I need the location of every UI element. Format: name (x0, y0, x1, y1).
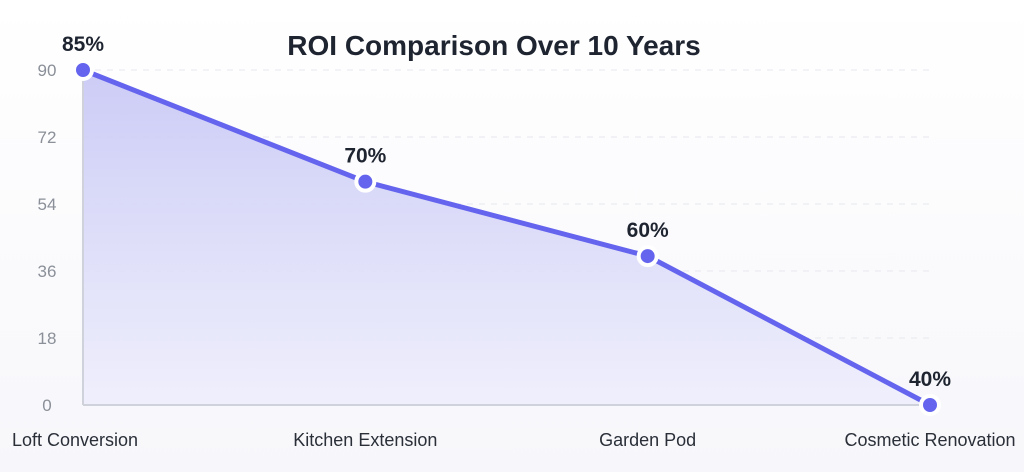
data-point (354, 170, 377, 193)
y-tick-label: 72 (38, 128, 57, 147)
y-tick-label: 18 (38, 329, 57, 348)
y-tick-label: 54 (38, 195, 57, 214)
series-line (80, 67, 933, 408)
x-axis-categories: Loft Conversion Kitchen Extension Garden P… (12, 430, 1016, 450)
data-point (919, 394, 941, 416)
y-tick-label: 0 (42, 396, 51, 415)
chart-title: ROI Comparison Over 10 Years (287, 30, 700, 61)
data-points (72, 59, 941, 416)
data-label: 70% (344, 145, 386, 168)
x-category-label: Loft Conversion (12, 430, 138, 450)
data-point (72, 59, 94, 81)
x-category-label: Kitchen Extension (293, 430, 437, 450)
data-label: 60% (627, 219, 669, 242)
x-category-label: Garden Pod (599, 430, 696, 450)
x-category-label: Cosmetic Renovation (844, 430, 1015, 450)
y-tick-label: 90 (38, 61, 57, 80)
data-label: 40% (909, 368, 951, 391)
data-point (636, 245, 659, 268)
data-labels: 85% 70% 60% 40% (62, 33, 951, 391)
y-axis-ticks: 0 18 36 54 72 90 (38, 61, 57, 415)
y-tick-label: 36 (38, 262, 57, 281)
data-label: 85% (62, 33, 104, 56)
